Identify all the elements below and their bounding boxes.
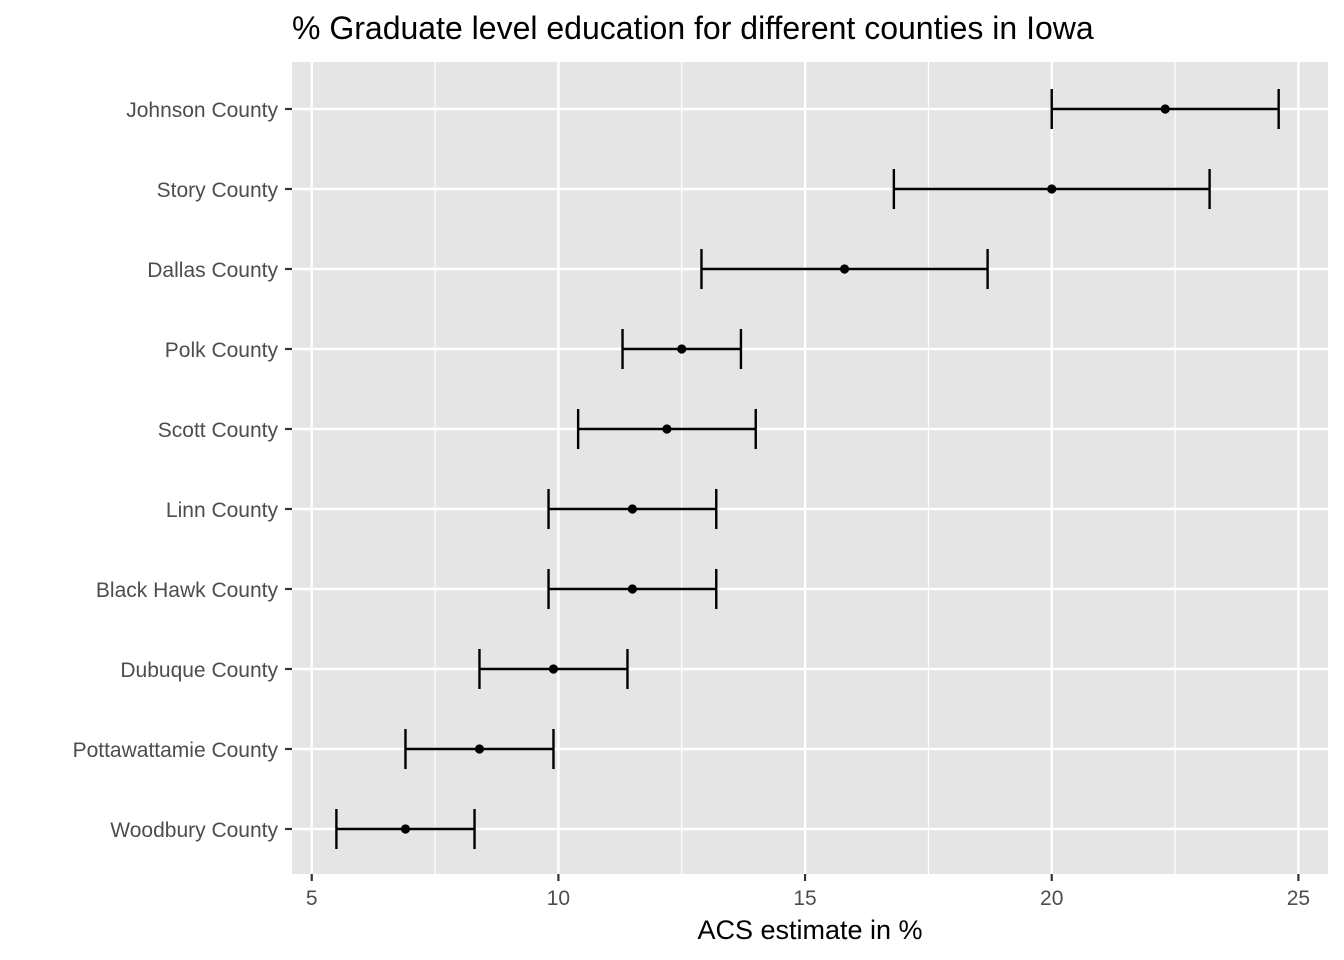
y-tick-label-4: Scott County [158, 419, 279, 442]
estimate-point-9 [400, 824, 411, 834]
major-gridlines [292, 62, 1328, 874]
errorbar-8 [404, 729, 555, 769]
y-tick-label-6: Black Hawk County [96, 579, 279, 602]
y-tick-label-0: Johnson County [126, 99, 278, 122]
x-tick-label-4: 25 [1287, 887, 1310, 910]
estimate-point-2 [839, 264, 850, 274]
x-axis: 5 10 15 20 25 [306, 874, 1310, 910]
estimate-point-4 [662, 424, 672, 434]
x-tick-label-2: 15 [793, 887, 816, 910]
y-tick-label-7: Dubuque County [120, 659, 278, 682]
y-axis: Johnson County Story County Dallas County P… [73, 99, 292, 842]
error-bars [335, 89, 1280, 849]
chart-title: % Graduate level education for different… [292, 10, 1094, 46]
x-tick-label-0: 5 [306, 887, 318, 910]
errorbar-3 [621, 329, 743, 369]
errorbar-0 [1050, 89, 1280, 129]
errorbar-9 [335, 809, 476, 849]
errorbar-4 [576, 409, 757, 449]
minor-gridlines [434, 62, 1176, 874]
errorbar-6 [547, 569, 718, 609]
y-tick-label-2: Dallas County [147, 259, 278, 282]
y-tick-label-9: Woodbury County [110, 819, 278, 842]
estimate-point-7 [548, 664, 559, 674]
estimate-point-5 [627, 504, 638, 514]
x-axis-title: ACS estimate in % [697, 915, 922, 945]
estimate-point-8 [474, 744, 485, 754]
y-tick-label-3: Polk County [165, 339, 279, 362]
x-tick-label-3: 20 [1040, 887, 1063, 910]
errorbar-1 [892, 169, 1211, 209]
estimate-point-6 [627, 584, 638, 594]
y-tick-label-1: Story County [157, 179, 279, 202]
plot-panel [292, 62, 1328, 874]
estimate-point-1 [1047, 184, 1057, 194]
y-tick-label-5: Linn County [166, 499, 279, 522]
errorbar-7 [478, 649, 629, 689]
y-tick-label-8: Pottawattamie County [73, 739, 279, 762]
errorbar-5 [547, 489, 718, 529]
estimate-point-3 [677, 344, 687, 354]
estimate-point-0 [1160, 104, 1170, 114]
errorbar-2 [700, 249, 989, 289]
x-tick-label-1: 10 [547, 887, 570, 910]
